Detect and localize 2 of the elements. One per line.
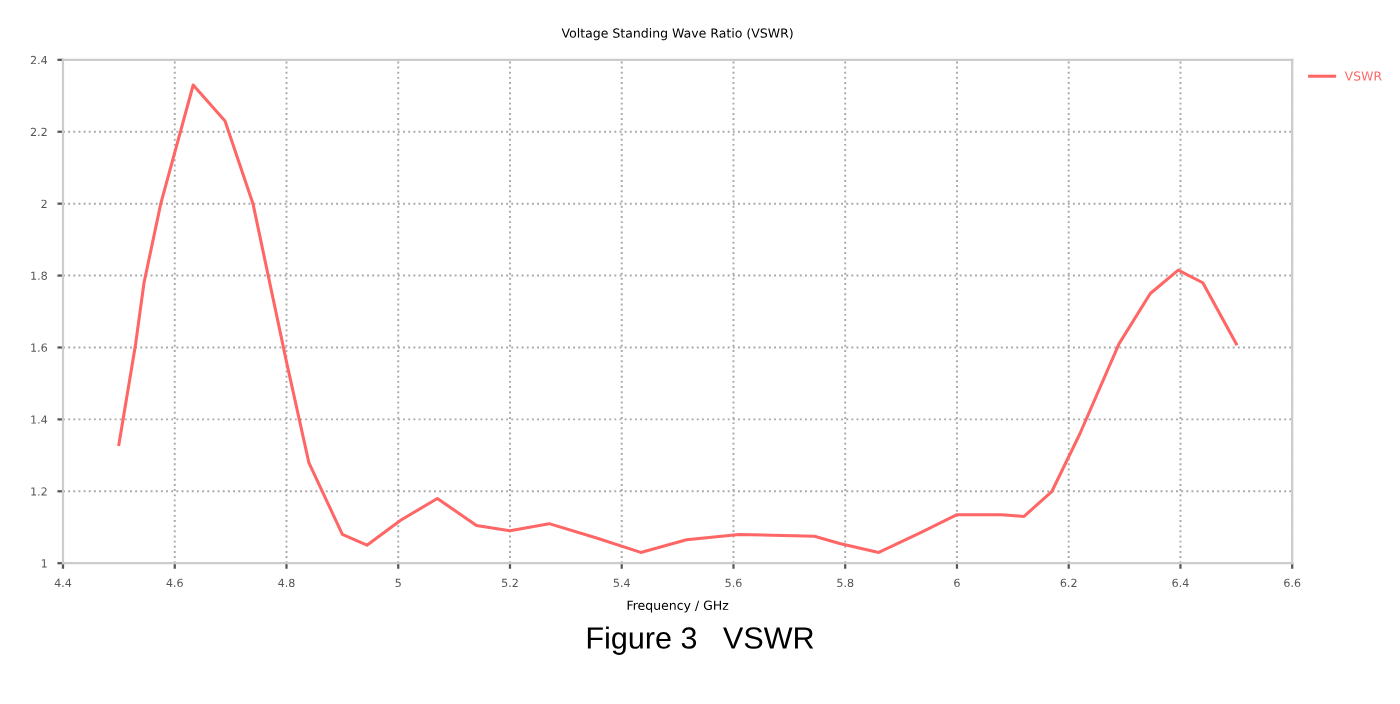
line-series xyxy=(117,83,1238,554)
caption: Figure 3 VSWR xyxy=(587,626,814,655)
